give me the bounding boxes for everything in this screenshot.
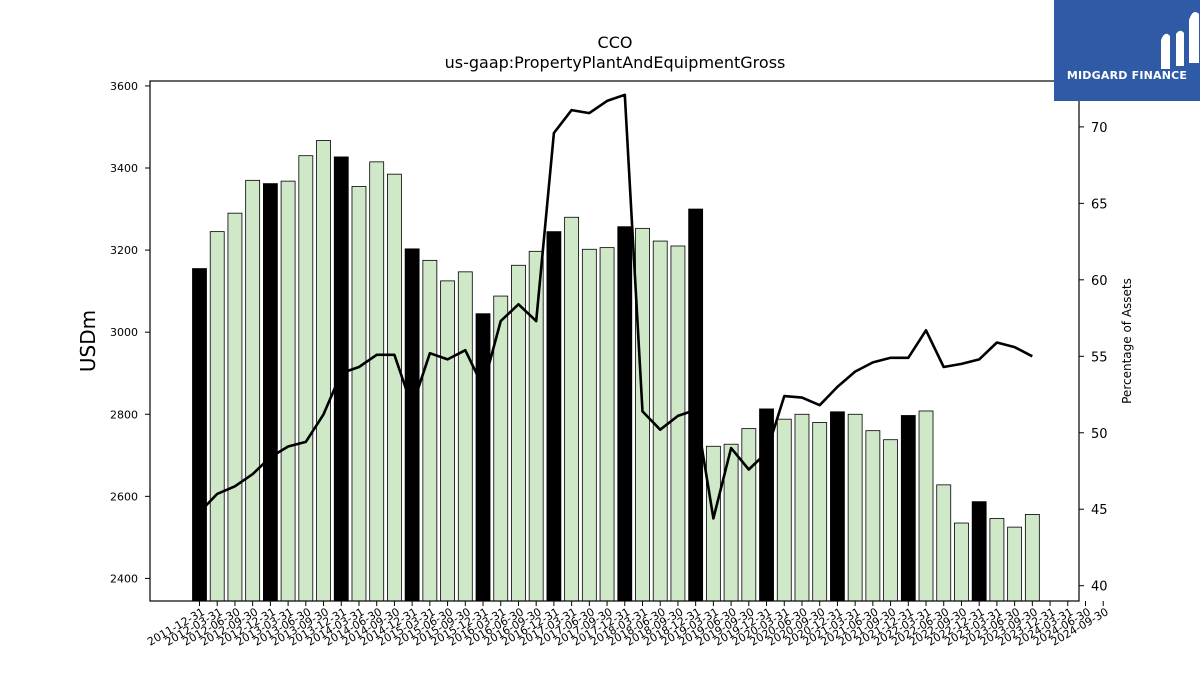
quarter-bar bbox=[599, 247, 615, 602]
quarter-bar bbox=[564, 216, 580, 602]
quarter-bar bbox=[227, 212, 243, 602]
quarter-bar bbox=[245, 179, 261, 602]
quarter-bar bbox=[883, 439, 898, 602]
quarter-bar bbox=[1007, 526, 1023, 602]
y2-tick-label: 50 bbox=[1091, 427, 1108, 442]
y-tick-label: 3200 bbox=[110, 244, 138, 257]
y2-tick-label: 40 bbox=[1091, 580, 1108, 595]
y2-tick-label: 45 bbox=[1091, 503, 1108, 518]
plot-frame bbox=[149, 80, 1080, 602]
annual-bar bbox=[333, 156, 349, 602]
y-tick-label: 2800 bbox=[110, 408, 138, 421]
quarter-bar bbox=[741, 428, 757, 602]
y2-axis-label: Percentage of Assets bbox=[1120, 278, 1134, 404]
quarter-bar bbox=[812, 422, 828, 602]
annual-bar bbox=[546, 231, 562, 602]
quarter-bar bbox=[457, 271, 473, 602]
quarter-bar bbox=[794, 413, 810, 602]
percentage-line-series bbox=[198, 93, 1033, 520]
quarter-bar bbox=[511, 264, 526, 602]
y-tick-label: 2400 bbox=[110, 572, 138, 585]
annual-bar bbox=[475, 313, 491, 602]
y-tick-label: 3600 bbox=[110, 80, 138, 93]
quarter-bar bbox=[847, 413, 863, 602]
right-axis-ticks: 40 45 50 55 60 65 70 bbox=[1079, 121, 1108, 595]
quarter-bar bbox=[298, 155, 314, 602]
y-tick-label: 3000 bbox=[110, 326, 138, 339]
annual-bar bbox=[830, 411, 845, 602]
annual-bar bbox=[971, 501, 987, 602]
quarter-bar bbox=[369, 161, 385, 602]
brand-name: MIDGARD FINANCE bbox=[1066, 69, 1188, 82]
quarter-bar bbox=[776, 418, 792, 602]
quarter-bar bbox=[1024, 514, 1040, 602]
quarter-bar bbox=[652, 240, 668, 602]
chart-subtitle: us-gaap:PropertyPlantAndEquipmentGross bbox=[445, 53, 786, 72]
quarter-bar bbox=[989, 518, 1005, 602]
quarter-bar bbox=[440, 280, 455, 602]
quarter-bar bbox=[670, 245, 686, 602]
y-axis-label: USDm bbox=[76, 310, 100, 372]
midgard-finance-logo: MIDGARD FINANCE bbox=[1054, 0, 1200, 101]
y2-tick-label: 55 bbox=[1091, 350, 1108, 365]
quarter-bar bbox=[280, 180, 296, 602]
quarter-bar bbox=[954, 522, 969, 602]
quarter-bar bbox=[936, 484, 952, 602]
annual-bar bbox=[688, 208, 704, 602]
quarter-bar bbox=[528, 250, 544, 602]
y2-tick-label: 60 bbox=[1091, 274, 1108, 289]
y-tick-label: 2600 bbox=[110, 490, 138, 503]
quarter-bar bbox=[918, 410, 934, 602]
annual-bar bbox=[262, 183, 278, 602]
quarter-bar bbox=[351, 186, 367, 602]
bar-series bbox=[192, 140, 1040, 602]
annual-bar bbox=[404, 248, 420, 602]
quarter-bar bbox=[387, 173, 402, 602]
y-tick-label: 3400 bbox=[110, 162, 138, 175]
left-axis-ticks: 2400 2600 2800 3000 3200 3400 3600 bbox=[110, 80, 150, 585]
quarter-bar bbox=[581, 248, 597, 602]
quarter-bar bbox=[316, 140, 331, 602]
annual-bar bbox=[617, 226, 633, 602]
y2-tick-label: 65 bbox=[1091, 197, 1108, 212]
annual-bar bbox=[192, 268, 207, 602]
quarter-bar bbox=[422, 259, 438, 602]
chart-title: CCO bbox=[598, 33, 633, 52]
percentage-line bbox=[198, 93, 1033, 520]
quarter-bar bbox=[705, 445, 721, 602]
quarter-bar bbox=[209, 231, 225, 602]
y2-tick-label: 70 bbox=[1091, 121, 1108, 136]
annual-bar bbox=[900, 415, 916, 602]
quarter-bar bbox=[865, 430, 881, 602]
midgard-logo-icon bbox=[1161, 12, 1199, 69]
x-axis-ticks: 2011-12-312012-03-312012-06-302012-09-30… bbox=[145, 601, 1111, 649]
